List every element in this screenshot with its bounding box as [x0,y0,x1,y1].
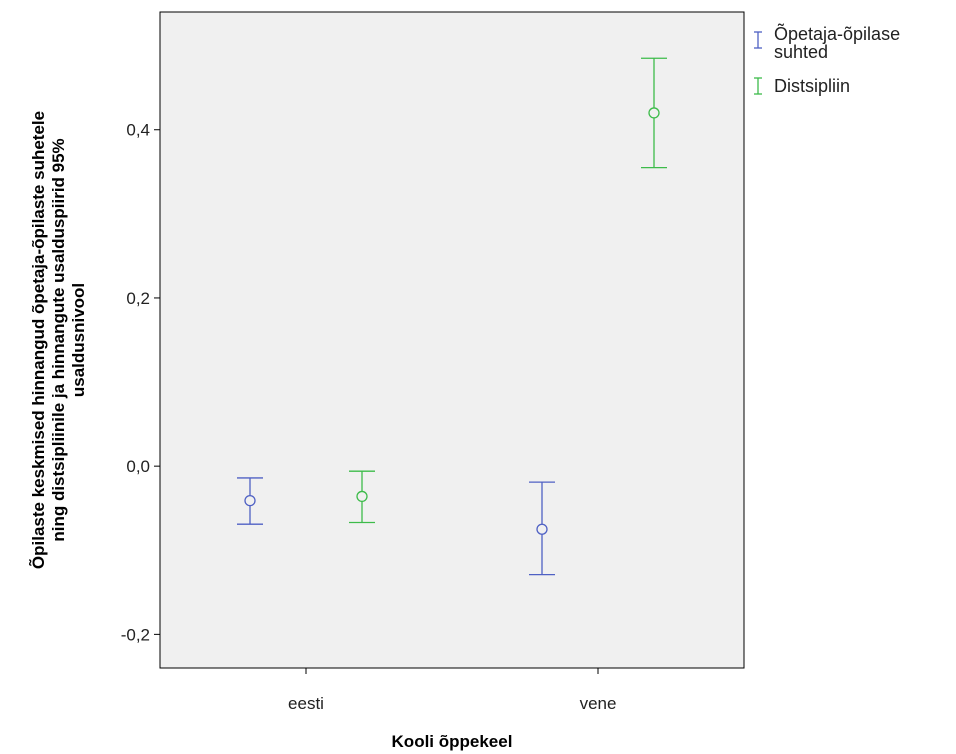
y-axis-title-line: usaldusnivool [69,283,88,397]
series-layer [237,57,667,576]
legend-entry-label: Distsipliin [774,76,850,96]
mean-point [356,490,368,503]
error-bar [641,57,667,169]
legend-entry-line: Distsipliin [774,76,850,96]
y-tick-label: 0,2 [126,289,150,308]
y-tick-label: 0,4 [126,121,150,140]
mean-point [536,523,548,535]
legend: Õpetaja-õpilase suhted Distsipliin [754,23,900,96]
y-tick-label: 0,0 [126,457,150,476]
plot-area [159,11,745,669]
error-bar [529,481,555,576]
y-axis: -0,2 0,0 0,2 0,4 [121,121,160,644]
error-bar [349,470,375,524]
mean-point [648,107,660,119]
x-tick-label: eesti [288,694,324,713]
legend-entry-line: suhted [774,42,828,62]
y-axis-title-line: ning distsipliinile ja hinnangute usaldu… [49,138,68,541]
error-bar [237,477,263,525]
legend-entry-line: Õpetaja-õpilase [774,23,900,44]
y-tick-label: -0,2 [121,625,150,644]
legend-entry-label: Õpetaja-õpilase suhted [774,23,900,62]
x-axis-title: Kooli õppekeel [392,732,513,751]
mean-point [244,494,256,507]
y-axis-title: Õpilaste keskmised hinnangud õpetaja-õpi… [28,111,88,569]
x-tick-label: vene [580,694,617,713]
x-axis: eesti vene [288,668,616,713]
y-axis-title-line: Õpilaste keskmised hinnangud õpetaja-õpi… [28,111,48,569]
